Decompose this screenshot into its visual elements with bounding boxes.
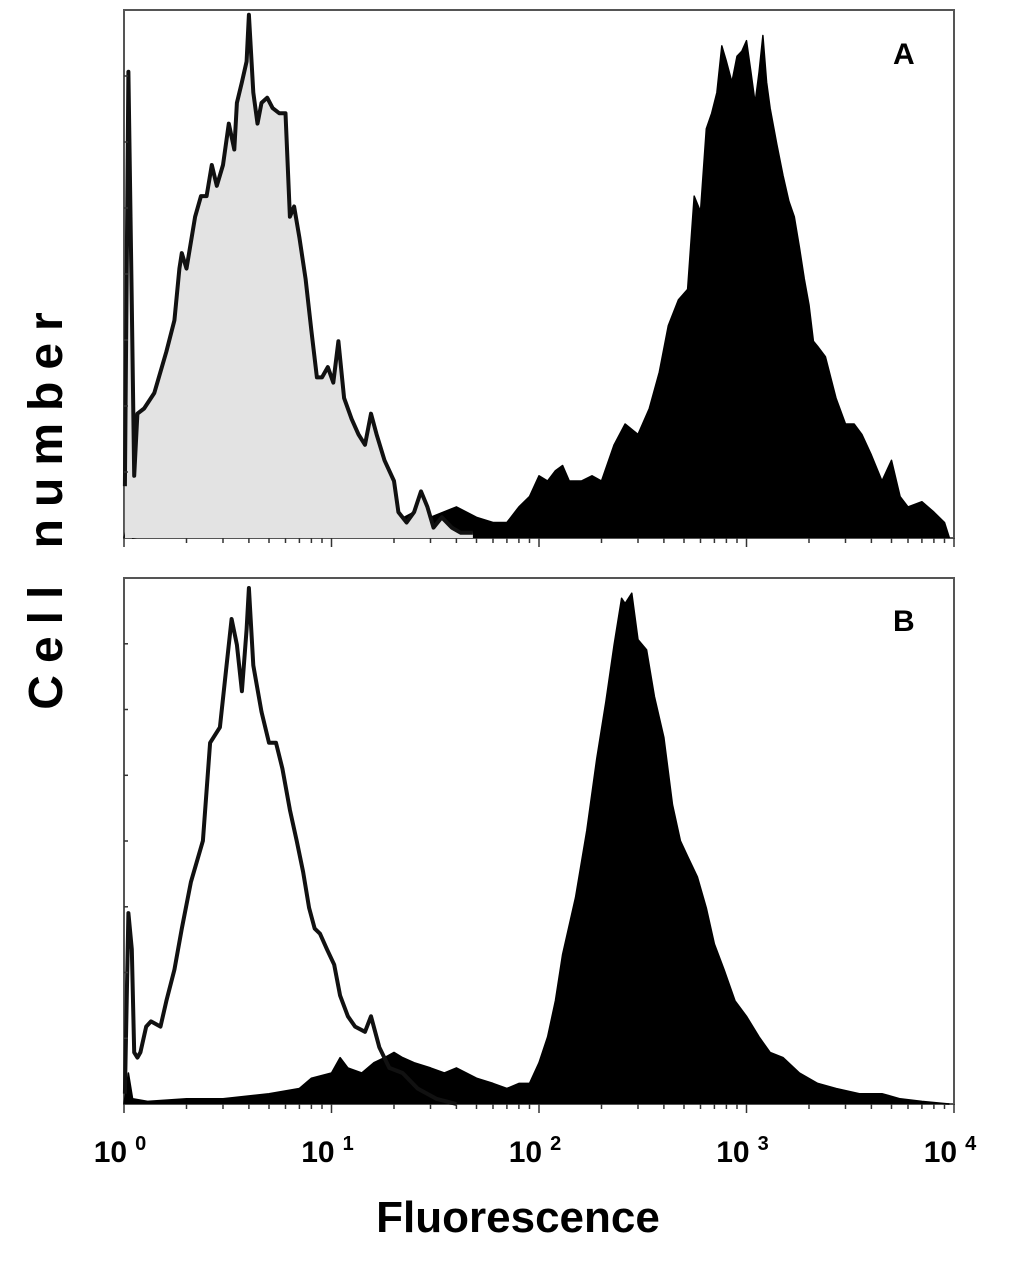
panel-a-plot (122, 12, 951, 539)
panel-a-series-1-line (122, 12, 473, 535)
panel-b-frame (123, 577, 955, 1105)
x-tick-label-1: 10 1 (301, 1133, 354, 1169)
panel-a-series-1-area (124, 14, 473, 539)
panel-b-series-2-area (124, 593, 950, 1104)
panel-b-label: B (893, 605, 915, 638)
x-axis-label: Fluorescence (376, 1193, 660, 1242)
y-axis-label: Cell number (20, 300, 73, 709)
panel-b: B (122, 577, 955, 1113)
panel-b-axes (123, 643, 955, 1113)
x-tick-label-3: 10 3 (716, 1133, 769, 1169)
panel-a-label: A (893, 38, 915, 71)
x-tick-label-0: 10 0 (94, 1133, 147, 1169)
x-tick-label-4: 10 4 (924, 1133, 977, 1169)
panel-a-series-2-area (124, 35, 950, 538)
panel-b-series-1-line (122, 586, 457, 1106)
x-tick-labels: 10 0 10 1 10 2 10 3 10 4 (94, 1133, 977, 1169)
panel-a: A (122, 9, 955, 547)
panel-b-plot (122, 586, 950, 1106)
panel-a-axes (123, 75, 955, 547)
panel-b-series-2-line (123, 592, 950, 1105)
x-tick-label-2: 10 2 (509, 1133, 562, 1169)
